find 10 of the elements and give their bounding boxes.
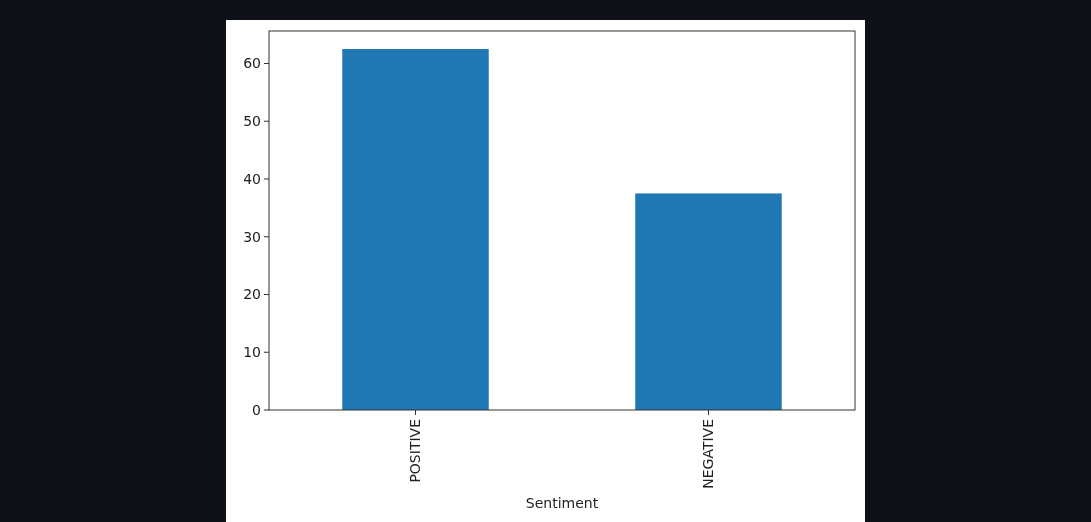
x-axis-title: Sentiment bbox=[525, 495, 599, 511]
y-tick-label: 30 bbox=[243, 228, 261, 245]
y-tick-label: 50 bbox=[243, 113, 261, 130]
y-tick-label: 40 bbox=[243, 170, 261, 187]
y-tick-label: 0 bbox=[252, 401, 261, 418]
y-tick-label: 10 bbox=[243, 344, 261, 361]
y-tick-label: 60 bbox=[243, 55, 261, 72]
x-tick-label: POSITIVE bbox=[407, 419, 424, 483]
x-tick-label: NEGATIVE bbox=[700, 419, 717, 489]
y-tick-label: 20 bbox=[243, 286, 261, 303]
